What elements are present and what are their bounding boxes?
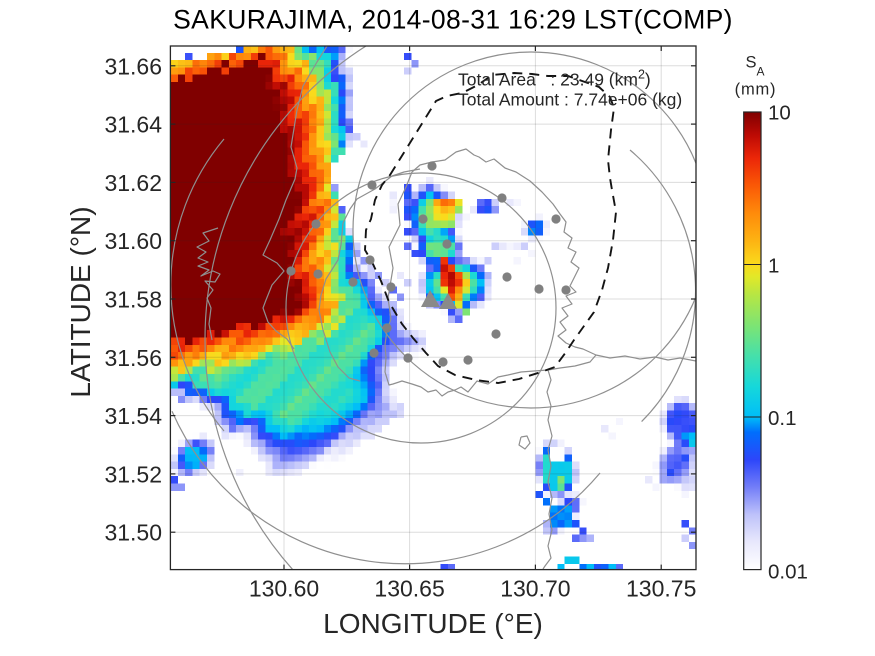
svg-text:130.70: 130.70 — [500, 576, 570, 602]
svg-text:130.75: 130.75 — [626, 576, 696, 602]
svg-text:31.60: 31.60 — [104, 228, 162, 254]
svg-text:31.64: 31.64 — [104, 112, 162, 138]
svg-text:31.56: 31.56 — [104, 345, 162, 371]
svg-text:31.58: 31.58 — [104, 287, 162, 313]
svg-text:Total Amount : 7.74e+06 (kg): Total Amount : 7.74e+06 (kg) — [458, 90, 682, 110]
svg-text:LATITUDE (°N): LATITUDE (°N) — [65, 206, 96, 397]
svg-text:10: 10 — [768, 102, 791, 125]
svg-text:31.50: 31.50 — [104, 520, 162, 546]
svg-text:(mm): (mm) — [735, 81, 777, 99]
svg-text:130.60: 130.60 — [249, 576, 319, 602]
svg-text:31.52: 31.52 — [104, 461, 162, 487]
svg-text:LONGITUDE (°E): LONGITUDE (°E) — [323, 608, 543, 639]
svg-text:SAKURAJIMA, 2014-08-31 16:29 L: SAKURAJIMA, 2014-08-31 16:29 LST(COMP) — [173, 5, 733, 35]
svg-text:Total Area : 23.49 (km2): Total Area : 23.49 (km2) — [458, 68, 651, 90]
svg-text:0.1: 0.1 — [768, 407, 797, 430]
svg-text:1: 1 — [768, 255, 779, 278]
svg-text:31.54: 31.54 — [104, 403, 162, 429]
svg-text:31.62: 31.62 — [104, 170, 162, 196]
svg-text:0.01: 0.01 — [768, 561, 808, 584]
svg-text:130.65: 130.65 — [374, 576, 444, 602]
svg-text:31.66: 31.66 — [104, 53, 162, 79]
